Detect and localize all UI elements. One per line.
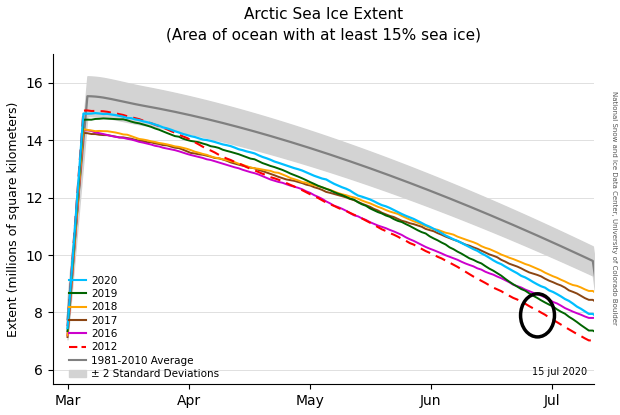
Legend: 2020, 2019, 2018, 2017, 2016, 2012, 1981-2010 Average, ± 2 Standard Deviations: 2020, 2019, 2018, 2017, 2016, 2012, 1981… (69, 276, 219, 379)
Title: Arctic Sea Ice Extent
(Area of ocean with at least 15% sea ice): Arctic Sea Ice Extent (Area of ocean wit… (166, 7, 481, 43)
Y-axis label: Extent (millions of square kilometers): Extent (millions of square kilometers) (7, 101, 20, 337)
Text: National Snow and Ice Data Center, University of Colorado Boulder: National Snow and Ice Data Center, Unive… (611, 90, 617, 325)
Text: 15 jul 2020: 15 jul 2020 (533, 367, 588, 377)
